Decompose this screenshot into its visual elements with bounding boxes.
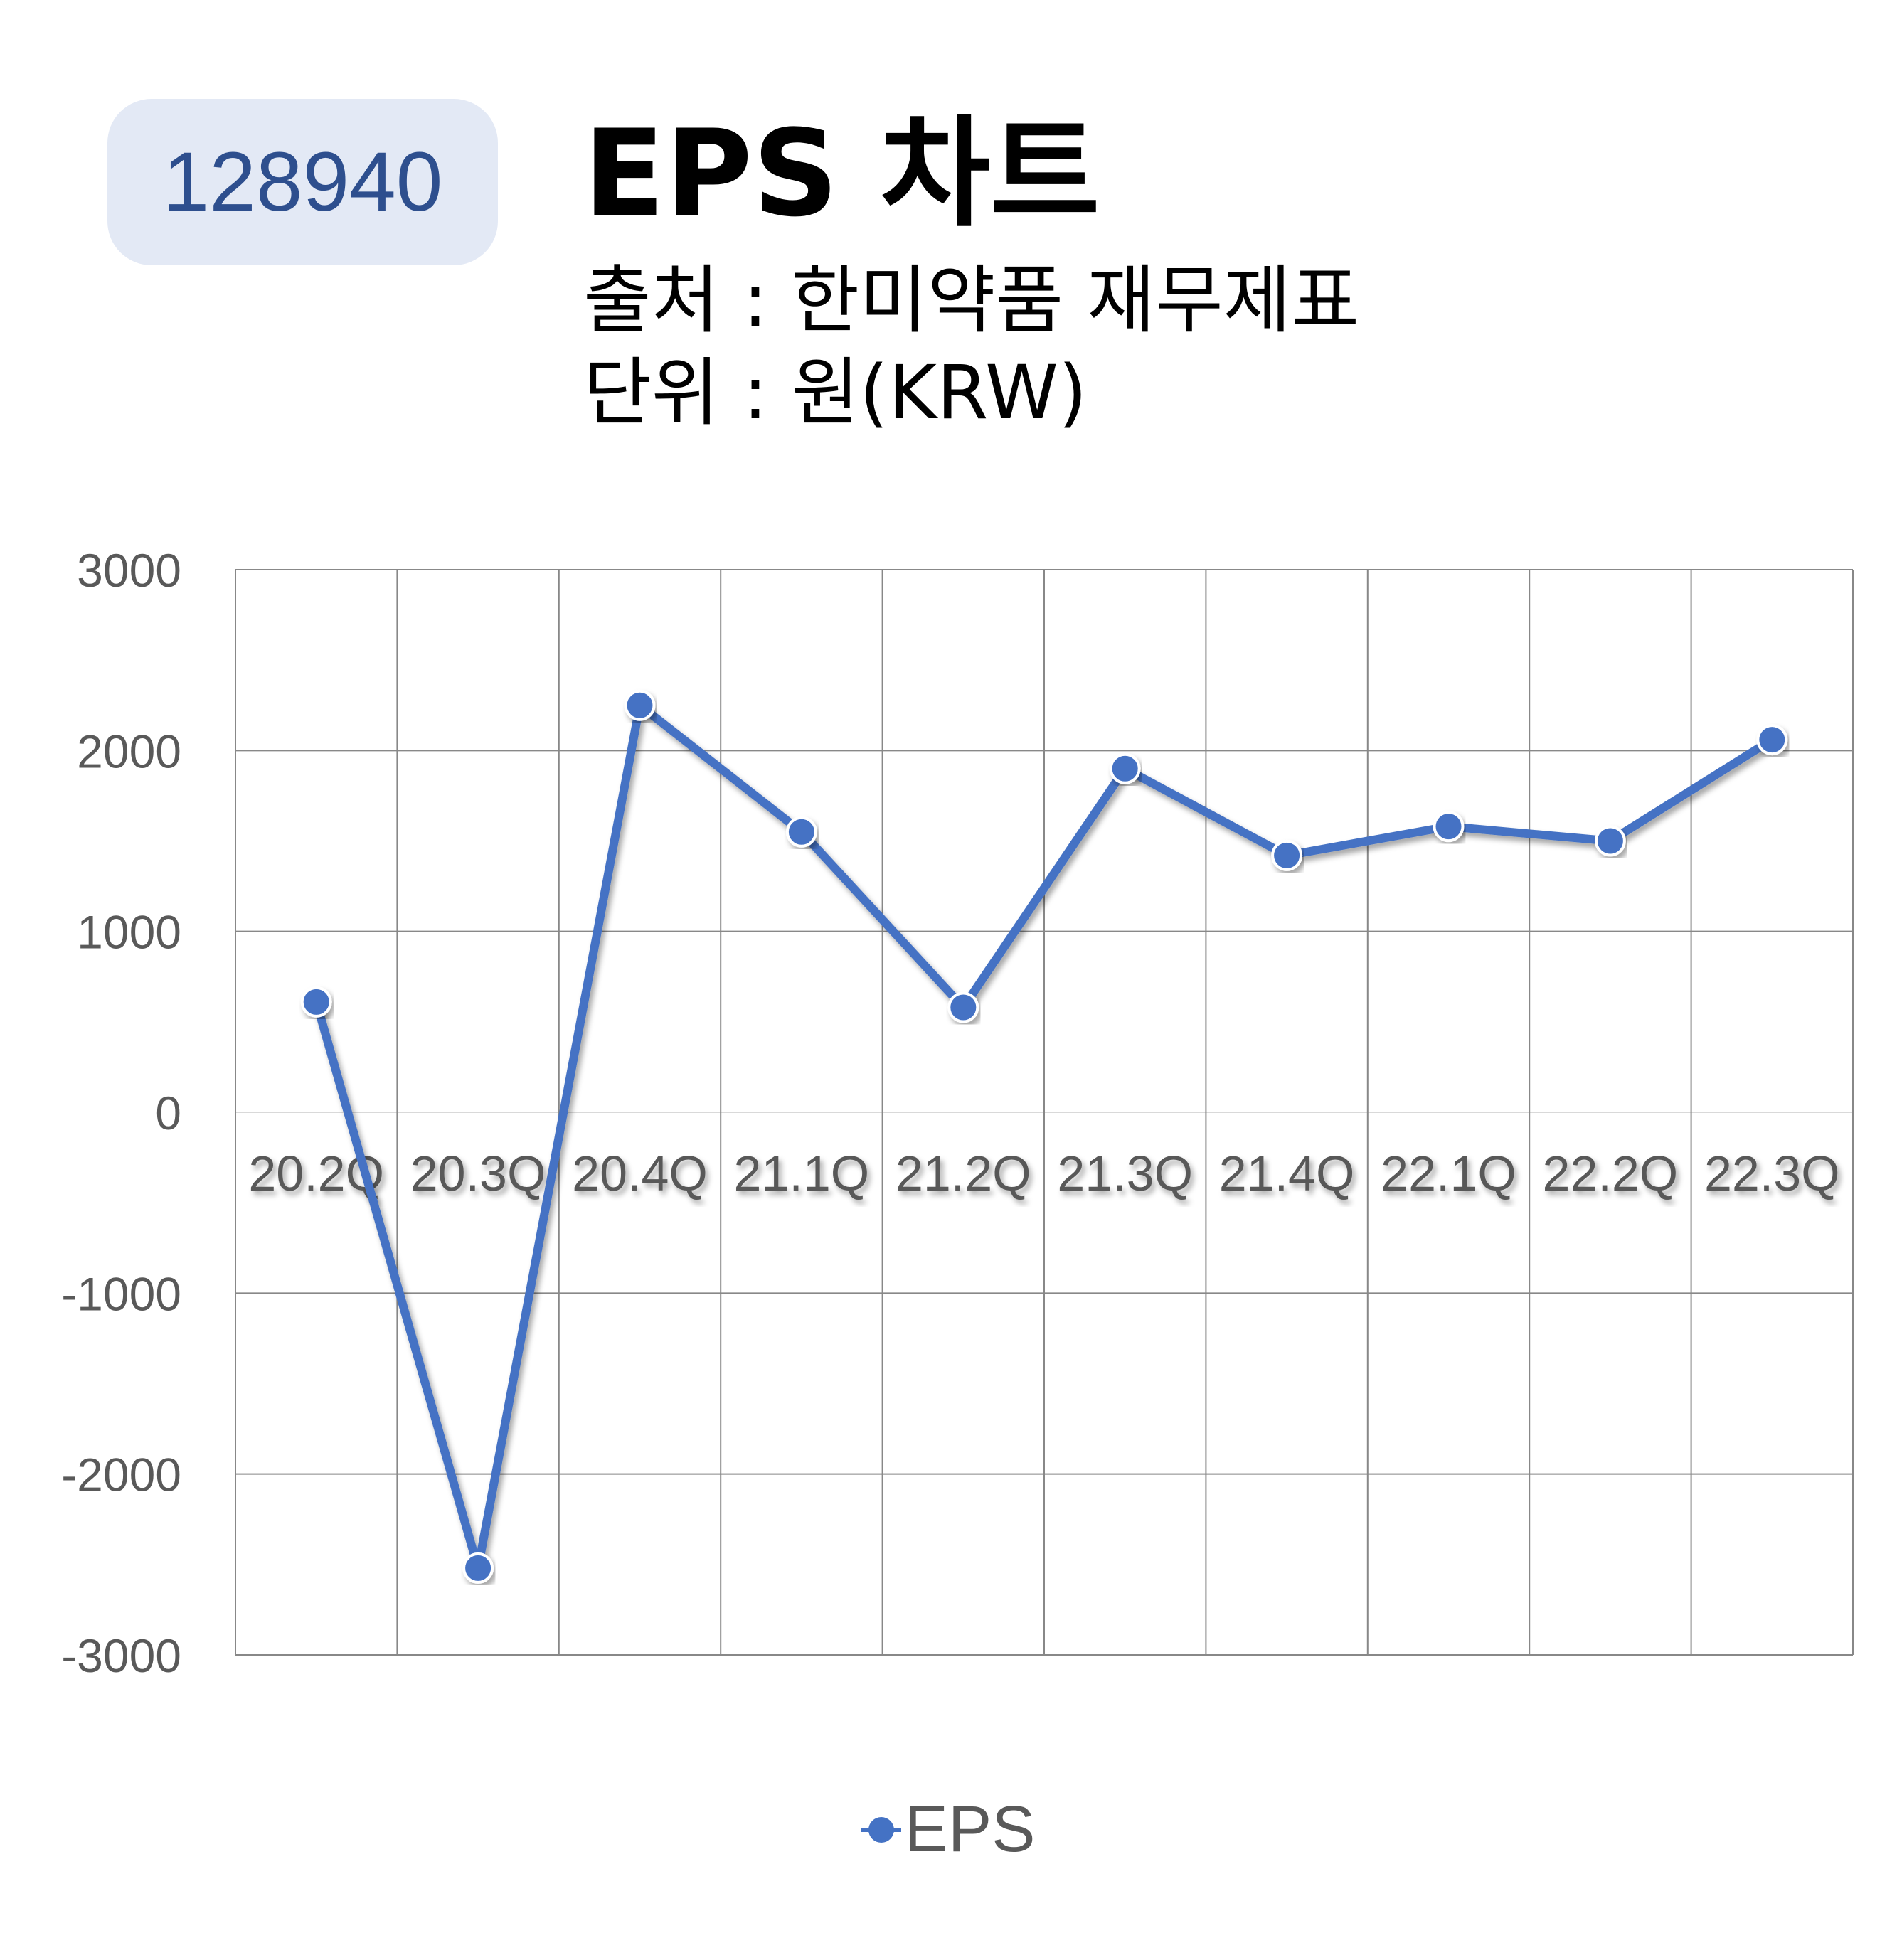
x-tick-label: 22.1Q xyxy=(1381,1146,1516,1201)
data-point xyxy=(624,689,656,721)
x-tick-label: 20.4Q xyxy=(572,1146,708,1201)
x-tick-label: 21.1Q xyxy=(734,1146,870,1201)
data-point xyxy=(947,991,979,1023)
chart-source: 출처 : 한미약품 재무제표 xyxy=(583,257,1360,343)
series-line-eps xyxy=(312,701,1777,1572)
x-tick-label: 20.3Q xyxy=(410,1146,546,1201)
chart-legend: EPS xyxy=(0,1792,1897,1867)
x-tick-label: 21.2Q xyxy=(896,1146,1031,1201)
legend-label-eps: EPS xyxy=(904,1793,1036,1865)
x-tick-label: 21.4Q xyxy=(1219,1146,1355,1201)
chart-unit: 단위 : 원(KRW) xyxy=(583,349,1088,436)
data-point xyxy=(1756,724,1788,756)
y-tick-label: 0 xyxy=(155,1087,181,1139)
data-point xyxy=(1109,752,1141,784)
data-point xyxy=(300,986,332,1018)
x-tick-label: 22.3Q xyxy=(1704,1146,1840,1201)
stock-code-badge: 128940 xyxy=(107,99,498,265)
y-tick-label: 2000 xyxy=(77,725,181,777)
y-tick-label: 3000 xyxy=(77,544,181,597)
x-tick-label: 22.2Q xyxy=(1543,1146,1679,1201)
legend-marker xyxy=(861,1816,902,1844)
chart-title: EPS 차트 xyxy=(583,104,1100,243)
x-tick-label: 21.3Q xyxy=(1057,1146,1193,1201)
y-tick-label: 1000 xyxy=(77,906,181,959)
y-tick-label: -3000 xyxy=(61,1629,181,1682)
stock-code: 128940 xyxy=(162,135,443,229)
data-point xyxy=(1594,825,1626,857)
data-point xyxy=(1433,811,1465,843)
data-point xyxy=(1271,839,1303,871)
data-point xyxy=(785,816,817,848)
data-point xyxy=(462,1552,494,1584)
y-tick-label: -1000 xyxy=(61,1267,181,1320)
y-tick-label: -2000 xyxy=(61,1449,181,1501)
